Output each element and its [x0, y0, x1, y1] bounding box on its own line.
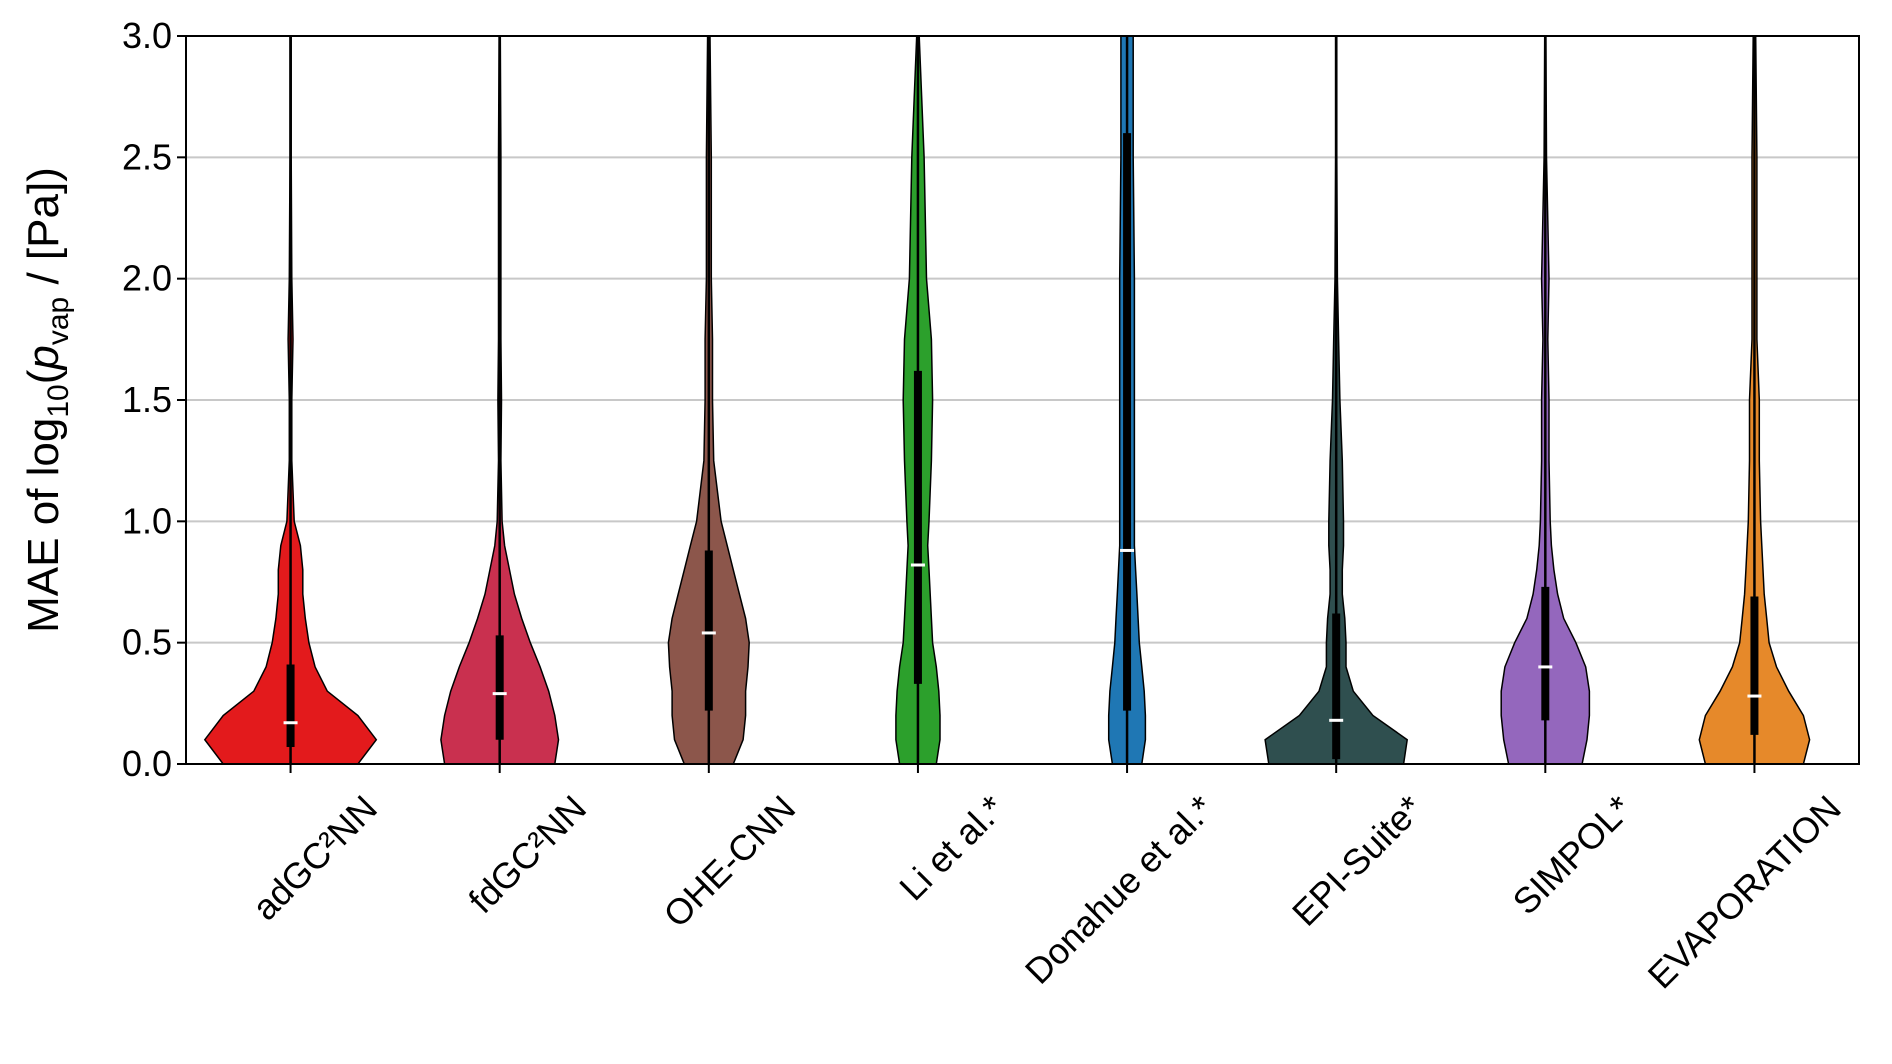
y-tick-label: 2.5 [122, 136, 172, 177]
y-tick-label: 1.5 [122, 379, 172, 420]
y-label-part: p [19, 345, 68, 371]
x-tick-label: fdGC²NN [460, 787, 594, 921]
y-tick-label: 0.5 [122, 622, 172, 663]
y-tick-label: 1.0 [122, 500, 172, 541]
y-tick-label: 0.0 [122, 743, 172, 784]
y-label-part: 10 [42, 384, 75, 417]
x-tick-label: EPI-Suite* [1284, 787, 1430, 933]
x-tick-label: adGC²NN [244, 787, 385, 928]
y-tick-label: 2.0 [122, 258, 172, 299]
y-label-part: MAE of log [19, 418, 68, 633]
y-axis-label: MAE of log10(pvap / [Pa]) [19, 167, 75, 633]
plot-frame [185, 35, 1860, 765]
y-label-part: vap [42, 297, 75, 345]
x-tick-label: OHE-CNN [655, 787, 803, 935]
x-tick-label: Li et al.* [891, 787, 1012, 908]
y-tick-label: 3.0 [122, 15, 172, 56]
x-tick-label: SIMPOL* [1505, 787, 1640, 922]
y-label-part: ( [19, 369, 68, 384]
y-label-part: / [Pa]) [19, 167, 68, 297]
x-tick-label: Donahue et al.* [1017, 787, 1221, 991]
x-tick-label: EVAPORATION [1640, 787, 1849, 996]
